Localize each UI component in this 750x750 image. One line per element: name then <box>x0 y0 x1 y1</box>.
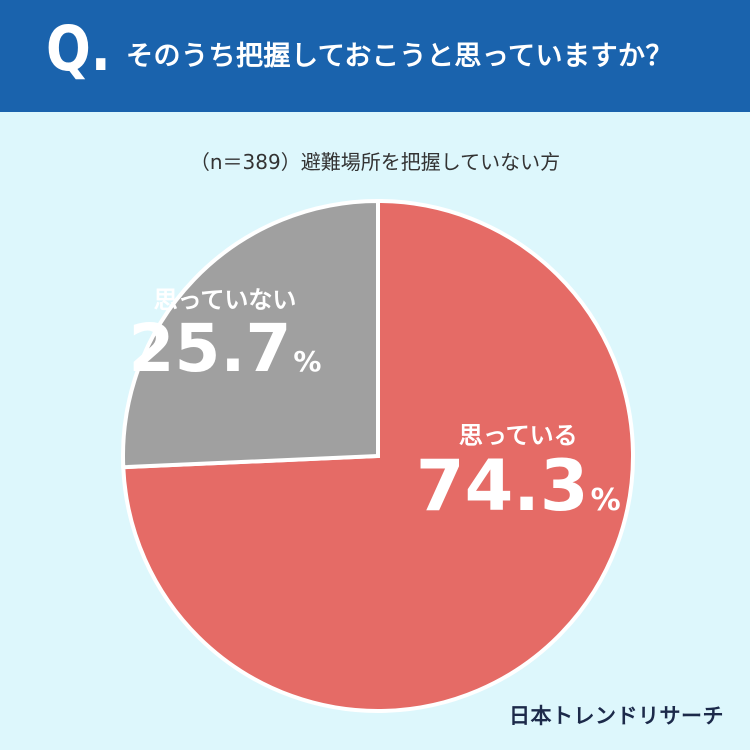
slice-value-0: 74.3% <box>416 445 621 527</box>
brand-logo: 日本トレンドリサーチ <box>509 704 724 728</box>
slice-value-1: 25.7% <box>129 310 322 387</box>
header-banner: Q. そのうち把握しておこうと思っていますか？ <box>0 0 750 112</box>
chart-subtitle: （n＝389）避難場所を把握していない方 <box>189 150 561 174</box>
question-mark: Q. <box>46 12 111 85</box>
slice-label-1: 思っていない <box>154 286 297 314</box>
pie-slice-1 <box>121 198 380 470</box>
question-text: そのうち把握しておこうと思っていますか？ <box>126 41 674 72</box>
slice-label-0: 思っている <box>459 421 578 449</box>
